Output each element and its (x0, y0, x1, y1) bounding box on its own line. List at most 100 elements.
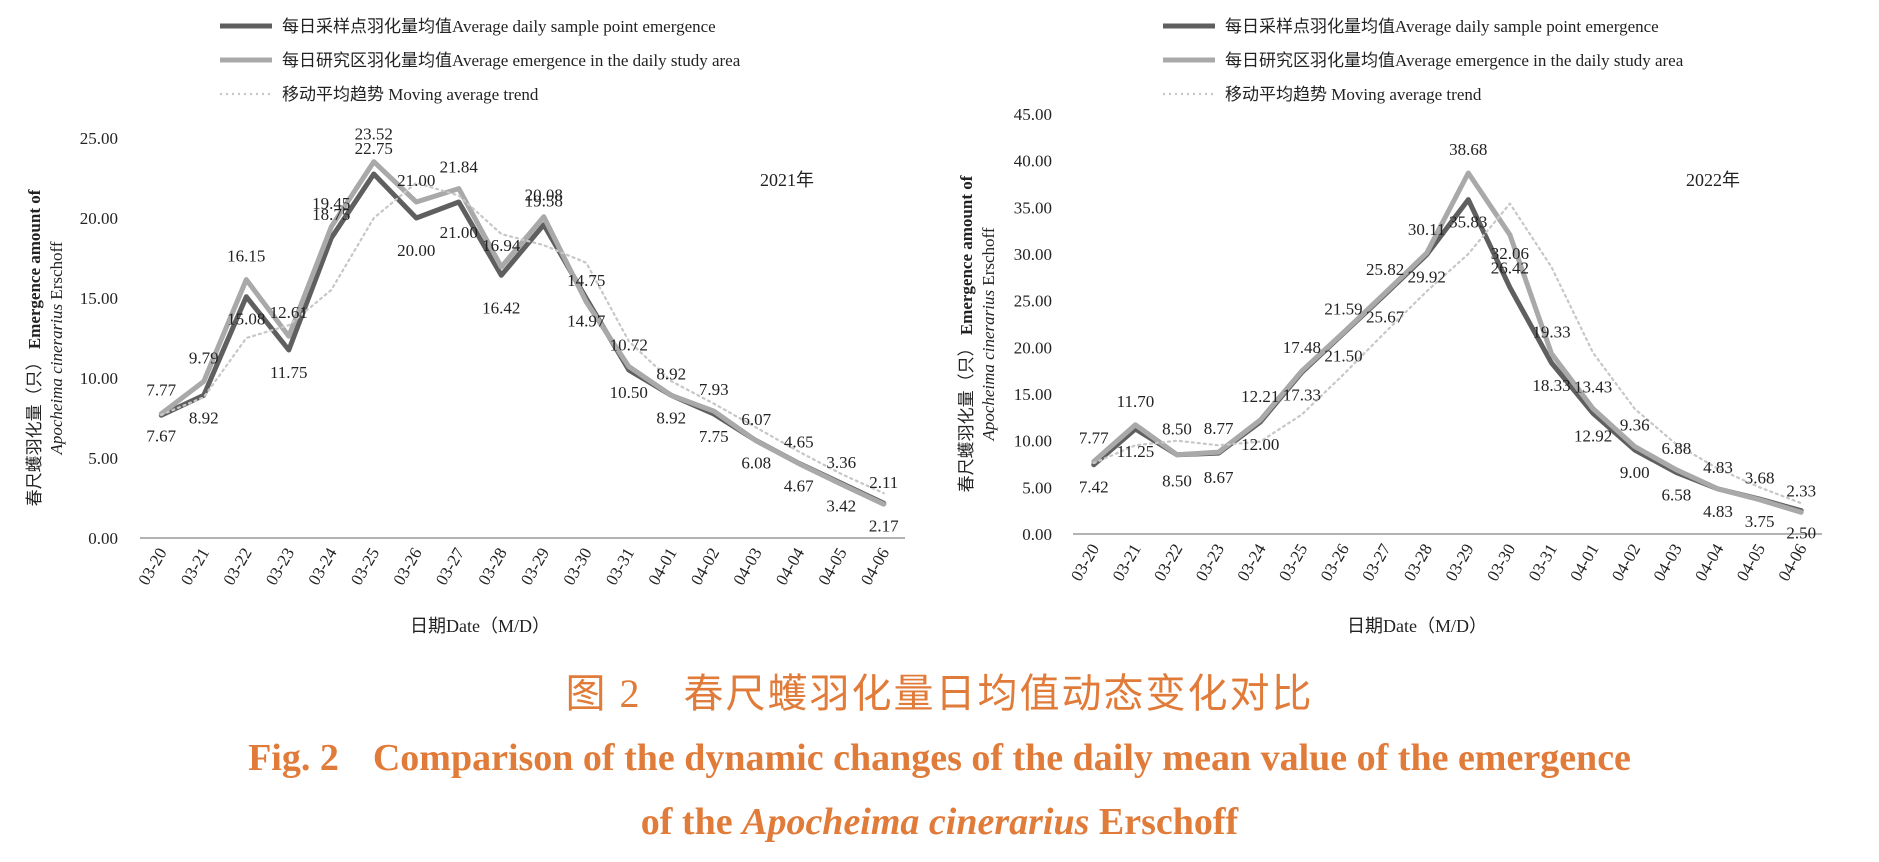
data-label: 8.77 (1204, 419, 1234, 438)
data-label: 4.83 (1703, 458, 1733, 477)
data-label: 6.58 (1661, 486, 1691, 505)
data-label: 23.52 (355, 125, 393, 144)
data-label: 9.00 (1620, 463, 1650, 482)
data-label: 29.92 (1408, 268, 1446, 287)
data-label: 9.36 (1620, 416, 1650, 435)
data-label: 17.33 (1283, 385, 1321, 404)
caption-english-line-2: of the Apocheima cinerarius Erschoff (0, 790, 1879, 854)
y-tick-label: 0.00 (1022, 525, 1052, 544)
y-tick-label: 15.00 (1014, 385, 1052, 404)
data-label: 10.72 (610, 335, 648, 354)
legend-label: 移动平均趋势 Moving average trend (282, 85, 539, 104)
data-label: 25.82 (1366, 260, 1404, 279)
data-label: 8.50 (1162, 472, 1192, 491)
y-tick-label: 15.00 (80, 289, 118, 308)
year-annotation: 2021年 (760, 170, 814, 190)
caption-title-line-2-suffix: Erschoff (1089, 801, 1239, 843)
data-label: 6.08 (741, 454, 771, 473)
data-label: 21.59 (1324, 299, 1362, 318)
legend-label: 每日研究区羽化量均值Average emergence in the daily… (282, 51, 741, 70)
data-label: 38.68 (1449, 140, 1487, 159)
y-tick-label: 10.00 (80, 369, 118, 388)
data-label: 4.67 (784, 476, 814, 495)
y-tick-label: 20.00 (1014, 338, 1052, 357)
data-label: 14.75 (567, 271, 605, 290)
legend-label: 每日研究区羽化量均值Average emergence in the daily… (1225, 51, 1684, 70)
caption-title-line-1: Comparison of the dynamic changes of the… (372, 737, 1631, 779)
caption-english-line-1: Fig. 2 Comparison of the dynamic changes … (0, 726, 1879, 790)
y-axis-title-line-1: 春尺蠖羽化量（只） Emergence amount of (25, 189, 44, 506)
data-label: 4.65 (784, 433, 814, 452)
caption-species-name: Apocheima cinerarius (742, 801, 1090, 843)
data-label: 2.33 (1786, 481, 1816, 500)
series-line-1 (1091, 170, 1804, 515)
data-label: 6.88 (1661, 439, 1691, 458)
y-tick-label: 0.00 (88, 529, 118, 548)
y-tick-label: 20.00 (80, 209, 118, 228)
data-label: 11.25 (1117, 442, 1155, 461)
x-axis-title: 日期Date（M/D） (1347, 616, 1487, 636)
caption-chinese: 图 2 春尺蠖羽化量日均值动态变化对比 (565, 671, 1314, 716)
data-label: 7.75 (699, 427, 729, 446)
data-label: 8.92 (189, 408, 219, 427)
legend-label: 每日采样点羽化量均值Average daily sample point eme… (282, 17, 716, 36)
data-label: 12.61 (270, 303, 308, 322)
legend-label: 每日采样点羽化量均值Average daily sample point eme… (1225, 17, 1659, 36)
y-tick-label: 25.00 (80, 129, 118, 148)
data-label: 7.77 (146, 381, 176, 400)
data-label: 21.00 (440, 223, 478, 242)
data-label: 20.08 (525, 186, 563, 205)
data-label: 8.92 (656, 408, 686, 427)
data-label: 13.43 (1574, 378, 1612, 397)
data-label: 2.17 (869, 516, 899, 535)
data-label: 7.67 (146, 426, 176, 445)
data-label: 18.33 (1532, 376, 1570, 395)
caption-title-line-2-prefix: of the (640, 801, 743, 843)
data-label: 14.97 (567, 311, 606, 330)
data-label: 2.11 (869, 473, 898, 492)
x-axis-title: 日期Date（M/D） (410, 616, 550, 636)
data-label: 7.42 (1079, 478, 1109, 497)
data-label: 8.50 (1162, 420, 1192, 439)
data-label: 12.21 (1241, 387, 1279, 406)
data-label: 12.00 (1241, 435, 1279, 454)
y-tick-label: 30.00 (1014, 245, 1052, 264)
data-label: 30.11 (1408, 220, 1446, 239)
data-label: 21.84 (440, 158, 479, 177)
y-axis-title-line-2: Apocheima cinerarius Erschoff (979, 227, 998, 441)
figure-caption: 图 2 春尺蠖羽化量日均值动态变化对比 Fig. 2 Comparison of … (0, 662, 1879, 854)
data-label: 6.07 (741, 410, 771, 429)
data-label: 4.83 (1703, 502, 1733, 521)
data-label: 3.68 (1745, 469, 1775, 488)
y-tick-label: 45.00 (1014, 105, 1052, 124)
data-label: 11.75 (270, 363, 308, 382)
data-label: 3.42 (826, 496, 856, 515)
y-tick-label: 25.00 (1014, 292, 1052, 311)
data-label: 8.92 (656, 364, 686, 383)
data-label: 19.58 (525, 192, 563, 211)
series-line-2 (160, 181, 885, 495)
year-annotation: 2022年 (1686, 170, 1740, 190)
data-label: 17.48 (1283, 338, 1321, 357)
data-label: 16.94 (482, 236, 521, 255)
y-tick-label: 40.00 (1014, 152, 1052, 171)
data-label: 10.50 (610, 383, 648, 402)
data-label: 35.83 (1449, 213, 1487, 232)
y-tick-label: 35.00 (1014, 198, 1052, 217)
data-label: 8.67 (1204, 468, 1234, 487)
data-label: 11.70 (1117, 392, 1155, 411)
data-label: 2.50 (1786, 524, 1816, 543)
legend-label: 移动平均趋势 Moving average trend (1225, 85, 1482, 104)
y-axis-title-line-2: Apocheima cinerarius Erschoff (47, 241, 66, 455)
figure-background (0, 0, 1879, 655)
y-axis-title-line-1: 春尺蠖羽化量（只） Emergence amount of (957, 175, 976, 492)
data-label: 25.67 (1366, 307, 1405, 326)
y-tick-label: 10.00 (1014, 432, 1052, 451)
data-label: 9.79 (189, 348, 219, 367)
data-label: 16.42 (482, 298, 520, 317)
data-label: 3.75 (1745, 512, 1775, 531)
data-label: 18.75 (312, 205, 350, 224)
data-label: 20.00 (397, 241, 435, 260)
series-line-2 (1092, 202, 1803, 505)
